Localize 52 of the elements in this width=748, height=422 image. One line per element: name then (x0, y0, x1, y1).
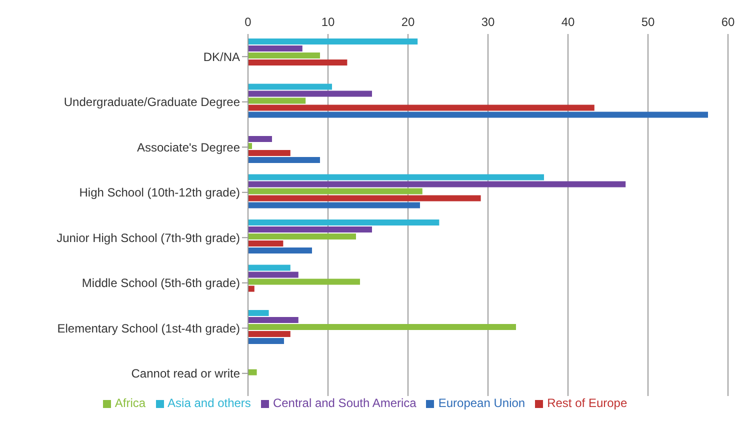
bar (248, 310, 269, 316)
bar (248, 248, 312, 254)
bar (248, 181, 626, 188)
bar (248, 104, 594, 111)
bar (248, 112, 708, 118)
bar (248, 46, 302, 52)
bar (248, 317, 298, 324)
y-tick-label: Associate's Degree (136, 140, 240, 154)
x-tick-label: 20 (401, 15, 415, 29)
bar (248, 90, 372, 97)
legend-label: Africa (114, 396, 146, 410)
x-tick-label: 0 (244, 15, 252, 29)
x-tick-label: 30 (481, 15, 495, 29)
bar (248, 84, 332, 90)
bar (248, 240, 284, 247)
bar (248, 174, 544, 180)
bar (248, 150, 290, 156)
bar (248, 331, 290, 338)
bar (248, 272, 298, 278)
bar (248, 52, 320, 59)
y-tick-label: DK/NA (203, 50, 240, 64)
bar (248, 220, 440, 226)
bar (248, 226, 372, 233)
legend-label: European Union (438, 396, 526, 410)
bar (248, 202, 420, 208)
bar (248, 157, 320, 164)
x-tick-label: 60 (721, 15, 735, 29)
bar (248, 136, 272, 142)
y-tick-label: High School (10th-12th grade) (79, 186, 240, 200)
y-tick-label: Elementary School (1st-4th grade) (57, 321, 240, 336)
legend-label: Central and South America (272, 396, 416, 410)
y-tick-label: Cannot read or write (131, 366, 240, 381)
bar (248, 278, 360, 285)
bar (248, 38, 418, 45)
x-tick-label: 40 (561, 15, 575, 29)
x-tick-label: 10 (321, 15, 335, 29)
bar (248, 286, 254, 292)
bar (248, 338, 284, 344)
bar (248, 188, 422, 194)
bar (248, 60, 348, 66)
legend-label: Asia and others (168, 396, 251, 410)
x-tick-label: 50 (641, 15, 655, 29)
bar (248, 264, 290, 271)
bar (248, 369, 257, 376)
y-tick-label: Middle School (5th-6th grade) (82, 276, 240, 290)
legend-label: Rest of Europe (547, 396, 628, 410)
bar (248, 234, 356, 240)
y-tick-label: Junior High School (7th-9th grade) (56, 230, 240, 245)
bar (248, 324, 516, 330)
y-tick-label: Undergraduate/Graduate Degree (64, 95, 240, 110)
bar (248, 195, 481, 202)
bar (248, 98, 306, 104)
